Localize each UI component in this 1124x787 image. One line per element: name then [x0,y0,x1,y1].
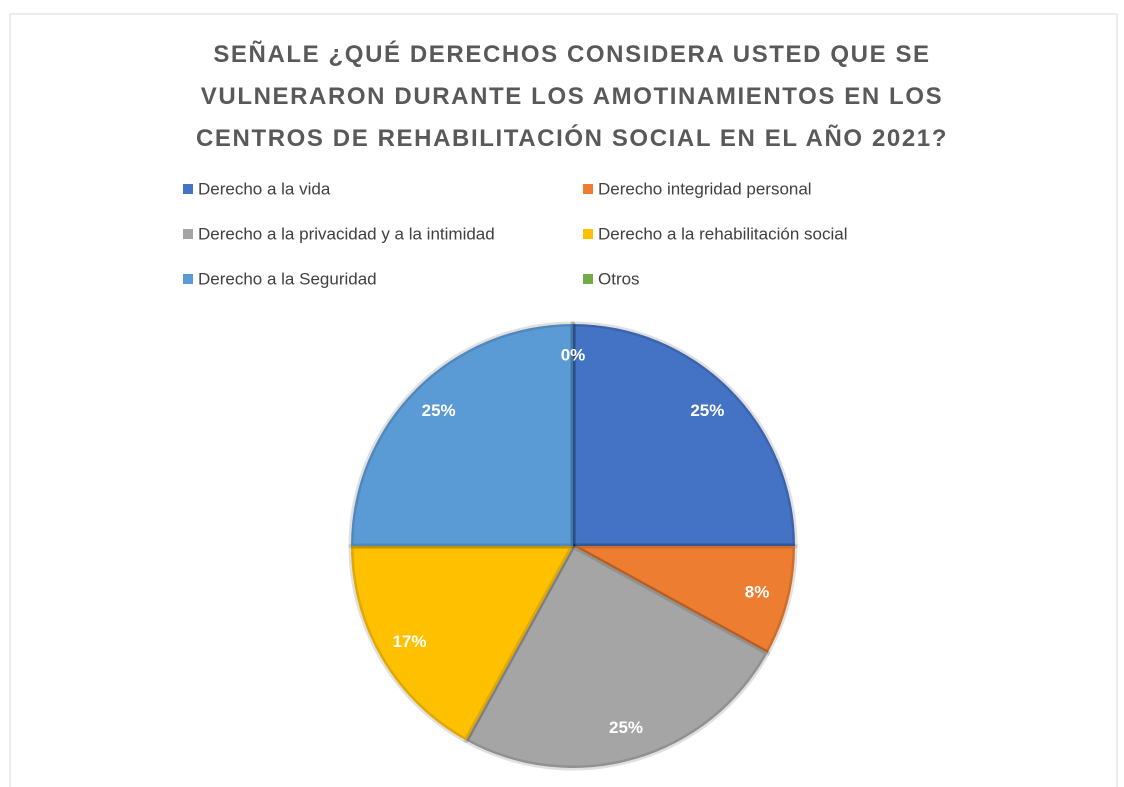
data-label: 8% [745,583,770,602]
pie-slice [570,543,798,656]
chart-title: SEÑALE ¿QUÉ DERECHOS CONSIDERA USTED QUE… [196,41,948,152]
legend-swatch [583,184,593,194]
pie-slice [348,321,576,549]
pie-slice [348,543,576,744]
legend-label: Derecho integridad personal [598,179,812,198]
legend-swatch [583,229,593,239]
data-label: 25% [609,718,643,737]
legend-label: Derecho a la rehabilitación social [598,224,847,243]
pie-slice [463,543,771,771]
legend-swatch [183,229,193,239]
data-label: 25% [422,401,456,420]
pie-slice [570,321,798,549]
legend-label: Derecho a la privacidad y a la intimidad [198,224,495,243]
legend-swatch [583,274,593,284]
data-label: 17% [392,632,426,651]
legend-label: Otros [598,269,640,288]
legend-swatch [183,184,193,194]
legend-label: Derecho a la vida [198,179,331,198]
data-label: 0% [561,345,586,364]
legend-swatch [183,274,193,284]
chart-frame [9,13,1118,787]
legend-label: Derecho a la Seguridad [198,269,377,288]
data-label: 25% [690,401,724,420]
